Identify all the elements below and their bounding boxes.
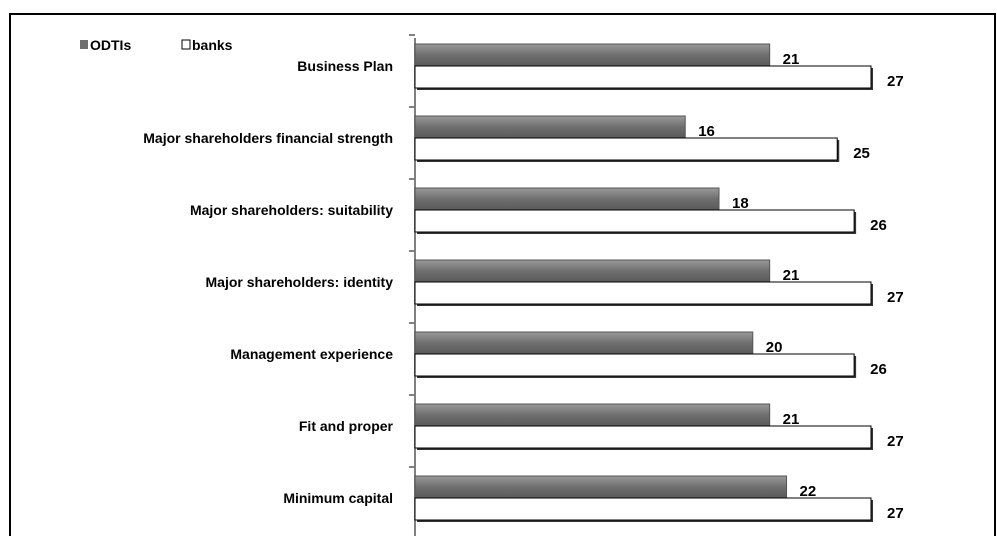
value-label-banks: 27: [887, 433, 904, 450]
value-label-odtis: 16: [698, 123, 715, 140]
category-label: Fit and proper: [299, 418, 394, 434]
bar-odtis: [414, 187, 720, 211]
value-label-banks: 25: [853, 145, 870, 162]
value-label-odtis: 20: [766, 339, 783, 356]
bar-banks: [414, 497, 872, 521]
value-label-odtis: 21: [783, 51, 800, 68]
category-label: Management experience: [230, 346, 393, 362]
legend: ODTIs banks: [80, 37, 233, 53]
value-label-odtis: 22: [800, 483, 817, 500]
category-label: Major shareholders: suitability: [190, 202, 393, 218]
value-label-odtis: 21: [783, 411, 800, 428]
legend-label-odtis: ODTIs: [90, 37, 131, 53]
value-label-odtis: 21: [783, 267, 800, 284]
value-label-banks: 26: [870, 361, 887, 378]
bar-banks: [414, 425, 872, 449]
value-label-banks: 27: [887, 289, 904, 306]
bar-odtis: [414, 43, 771, 67]
bar-banks: [414, 65, 872, 89]
bar-banks: [414, 353, 855, 377]
category-label: Business Plan: [297, 58, 393, 74]
value-label-banks: 27: [887, 505, 904, 522]
bar-banks: [414, 137, 838, 161]
bar-odtis: [414, 331, 754, 355]
legend-swatch-banks: [181, 39, 191, 50]
bar-banks: [414, 209, 855, 233]
category-label: Major shareholders financial strength: [143, 130, 393, 146]
bar-odtis: [414, 259, 771, 283]
category-label: Minimum capital: [283, 490, 393, 506]
value-label-odtis: 18: [732, 195, 749, 212]
legend-swatch-odtis: [80, 40, 88, 49]
category-labels: Business Plan Major shareholders financia…: [143, 58, 393, 506]
bars: [414, 43, 873, 522]
bar-odtis: [414, 475, 788, 499]
chart-border: [9, 13, 996, 541]
bar-odtis: [414, 403, 771, 427]
value-label-banks: 27: [887, 73, 904, 90]
value-label-banks: 26: [870, 217, 887, 234]
legend-label-banks: banks: [192, 37, 233, 53]
bar-odtis: [414, 115, 686, 139]
category-label: Major shareholders: identity: [206, 274, 394, 290]
value-labels: 21 27 16 25 18 26 21 27 20 26 21 27 22 27: [698, 51, 903, 522]
bar-banks: [414, 281, 872, 305]
